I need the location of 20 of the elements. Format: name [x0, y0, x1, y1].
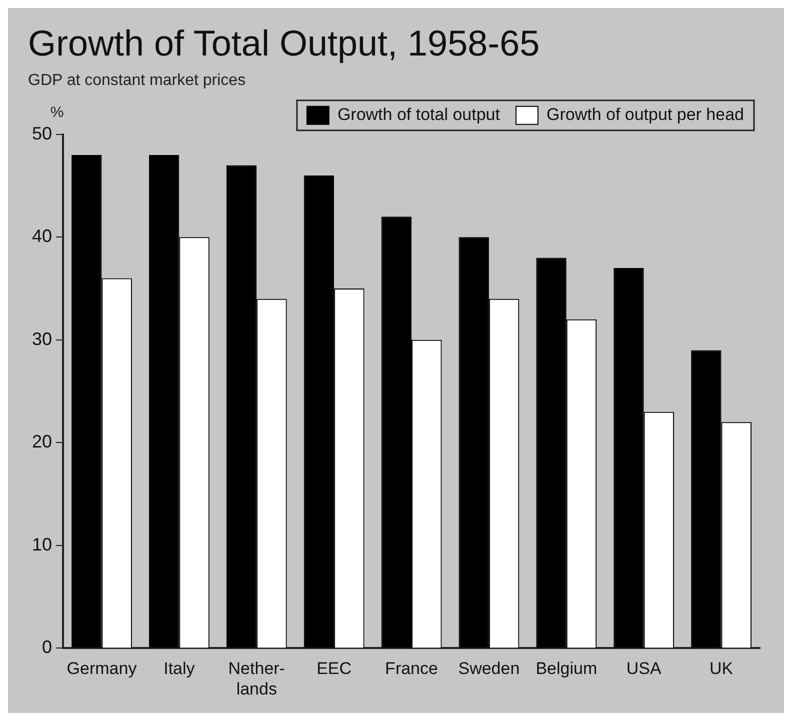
x-tick-label: Sweden — [458, 659, 520, 678]
legend-label: Growth of output per head — [546, 105, 744, 124]
y-tick-label: 50 — [32, 123, 52, 144]
y-tick-label: 30 — [32, 328, 52, 349]
x-tick-label: Germany — [66, 659, 138, 678]
x-tick-label: UK — [709, 659, 734, 678]
x-tick-label: USA — [626, 659, 662, 678]
y-axis-title: % — [50, 104, 64, 122]
x-tick-label: Italy — [164, 659, 196, 678]
x-tick-label: France — [385, 659, 438, 678]
x-tick-label: Nether- lands — [228, 659, 285, 698]
chart-title: Growth of Total Output, 1958-65 — [28, 22, 540, 64]
y-tick-label: 10 — [32, 534, 52, 554]
y-tick-label: 0 — [42, 637, 52, 658]
x-tick-label: Belgium — [536, 659, 598, 678]
y-tick-label: 20 — [32, 432, 52, 452]
y-tick-label: 40 — [32, 226, 52, 246]
chart-subtitle: GDP at constant market prices — [28, 72, 246, 90]
legend-label: Growth of total output — [337, 105, 500, 124]
x-tick-label: EEC — [316, 659, 352, 678]
